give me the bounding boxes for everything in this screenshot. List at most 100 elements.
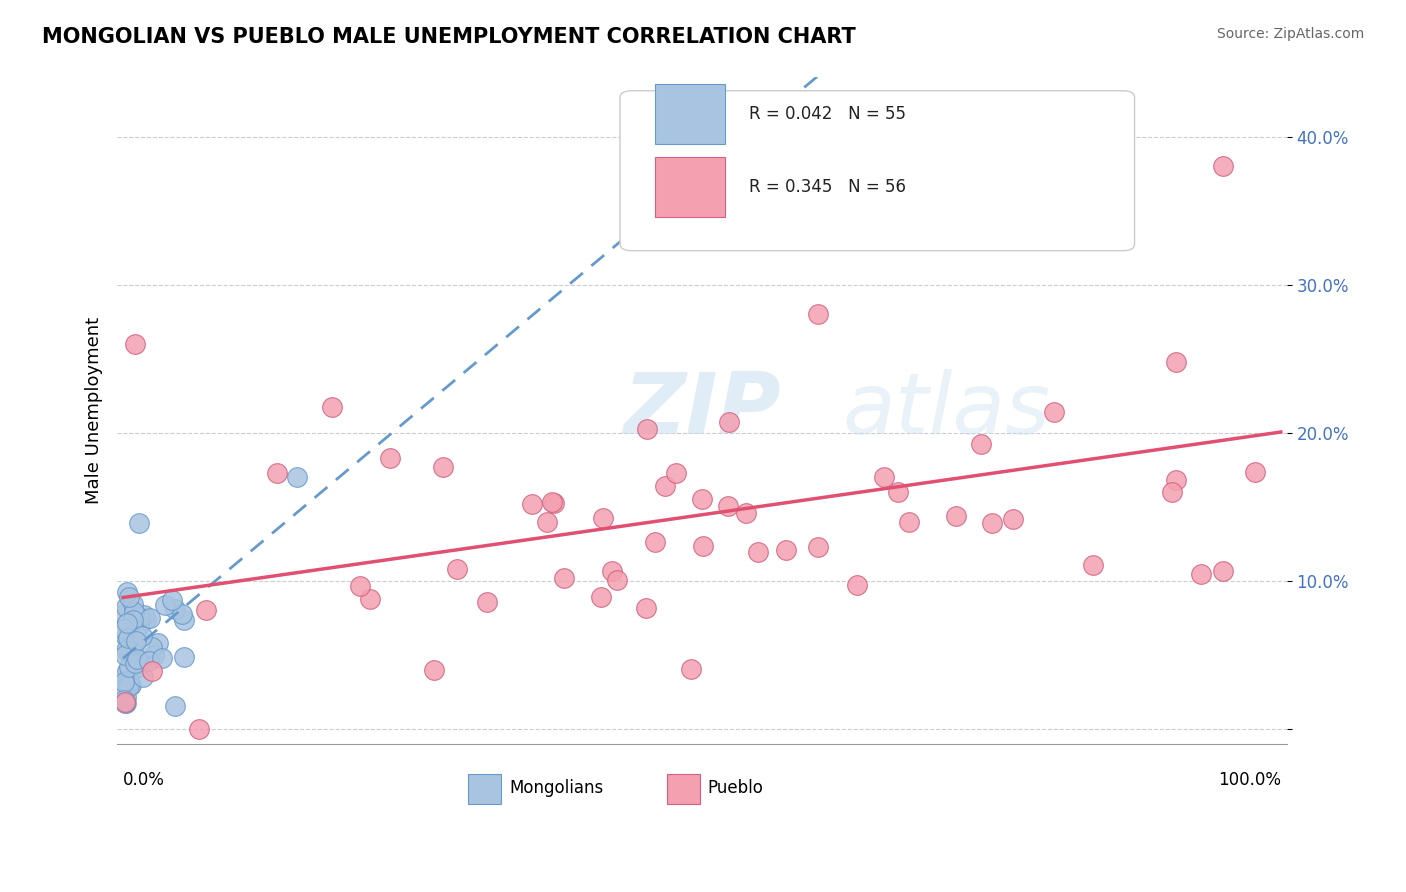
Point bbox=[1212, 159, 1234, 173]
Point bbox=[124, 337, 146, 351]
Point bbox=[540, 495, 562, 509]
Point bbox=[980, 516, 1002, 530]
Point bbox=[118, 679, 141, 693]
Text: MONGOLIAN VS PUEBLO MALE UNEMPLOYMENT CORRELATION CHART: MONGOLIAN VS PUEBLO MALE UNEMPLOYMENT CO… bbox=[42, 27, 856, 46]
Point bbox=[115, 615, 138, 630]
Point bbox=[114, 630, 136, 644]
Point bbox=[846, 577, 869, 591]
Point bbox=[115, 643, 138, 657]
Point bbox=[112, 622, 135, 636]
Point bbox=[173, 650, 195, 665]
Bar bbox=[655, 157, 725, 218]
Point bbox=[115, 690, 138, 705]
Point bbox=[1164, 473, 1187, 487]
Point bbox=[112, 674, 135, 689]
Text: 100.0%: 100.0% bbox=[1218, 771, 1281, 789]
FancyBboxPatch shape bbox=[620, 91, 1135, 251]
Point bbox=[132, 670, 155, 684]
Point bbox=[118, 590, 141, 604]
Point bbox=[1095, 203, 1118, 218]
Point bbox=[128, 660, 150, 674]
Point bbox=[163, 602, 186, 616]
Point bbox=[195, 603, 218, 617]
Point bbox=[807, 540, 830, 554]
Point bbox=[115, 585, 138, 599]
Point bbox=[114, 696, 136, 710]
Point bbox=[681, 662, 703, 676]
Point bbox=[807, 307, 830, 321]
Bar bbox=[468, 774, 501, 804]
Point bbox=[1244, 466, 1267, 480]
Point bbox=[122, 605, 145, 619]
Point bbox=[654, 479, 676, 493]
Point bbox=[160, 593, 183, 607]
Point bbox=[117, 631, 139, 645]
Point bbox=[285, 470, 308, 484]
Point bbox=[115, 664, 138, 678]
Point bbox=[775, 543, 797, 558]
Point bbox=[898, 516, 921, 530]
Point bbox=[115, 599, 138, 614]
Text: Pueblo: Pueblo bbox=[707, 780, 763, 797]
Point bbox=[138, 654, 160, 668]
Point bbox=[112, 693, 135, 707]
Point bbox=[115, 673, 138, 688]
Point bbox=[124, 657, 146, 671]
Point bbox=[747, 544, 769, 558]
Point bbox=[114, 695, 136, 709]
Point bbox=[432, 460, 454, 475]
Point bbox=[735, 506, 758, 520]
Point bbox=[141, 640, 163, 654]
Point bbox=[128, 619, 150, 633]
Point bbox=[543, 496, 565, 510]
Text: Source: ZipAtlas.com: Source: ZipAtlas.com bbox=[1216, 27, 1364, 41]
Point bbox=[134, 607, 156, 622]
Point bbox=[125, 634, 148, 648]
Point bbox=[125, 656, 148, 670]
Point bbox=[520, 497, 543, 511]
Point bbox=[118, 647, 141, 661]
Point bbox=[112, 682, 135, 697]
Point bbox=[118, 673, 141, 688]
Point bbox=[170, 607, 193, 621]
Text: ZIP: ZIP bbox=[623, 369, 780, 452]
Point bbox=[378, 450, 401, 465]
Point bbox=[146, 635, 169, 649]
Point bbox=[886, 484, 908, 499]
Point bbox=[591, 590, 613, 604]
Point bbox=[717, 499, 740, 513]
Point bbox=[1161, 485, 1184, 500]
Point bbox=[128, 656, 150, 670]
Point bbox=[423, 663, 446, 677]
Point bbox=[475, 595, 498, 609]
Point bbox=[120, 678, 142, 692]
Point bbox=[153, 598, 176, 612]
Point bbox=[150, 651, 173, 665]
Point bbox=[690, 492, 713, 507]
Point bbox=[945, 509, 967, 524]
Point bbox=[173, 613, 195, 627]
Point bbox=[128, 516, 150, 530]
Bar bbox=[666, 774, 700, 804]
Point bbox=[120, 643, 142, 657]
Text: R = 0.042   N = 55: R = 0.042 N = 55 bbox=[748, 105, 905, 123]
Point bbox=[1042, 405, 1064, 419]
Point bbox=[131, 629, 153, 643]
Point bbox=[125, 652, 148, 666]
Y-axis label: Male Unemployment: Male Unemployment bbox=[86, 317, 103, 504]
Point bbox=[122, 613, 145, 627]
Point bbox=[135, 612, 157, 626]
Point bbox=[266, 467, 288, 481]
Bar bbox=[655, 84, 725, 145]
Point bbox=[600, 564, 623, 578]
Point bbox=[143, 648, 166, 663]
Point bbox=[141, 664, 163, 678]
Point bbox=[553, 571, 575, 585]
Point bbox=[692, 539, 714, 553]
Point bbox=[636, 601, 658, 615]
Point bbox=[128, 609, 150, 624]
Point bbox=[188, 722, 211, 736]
Text: R = 0.345   N = 56: R = 0.345 N = 56 bbox=[748, 178, 905, 196]
Point bbox=[1001, 512, 1024, 526]
Point bbox=[606, 573, 628, 587]
